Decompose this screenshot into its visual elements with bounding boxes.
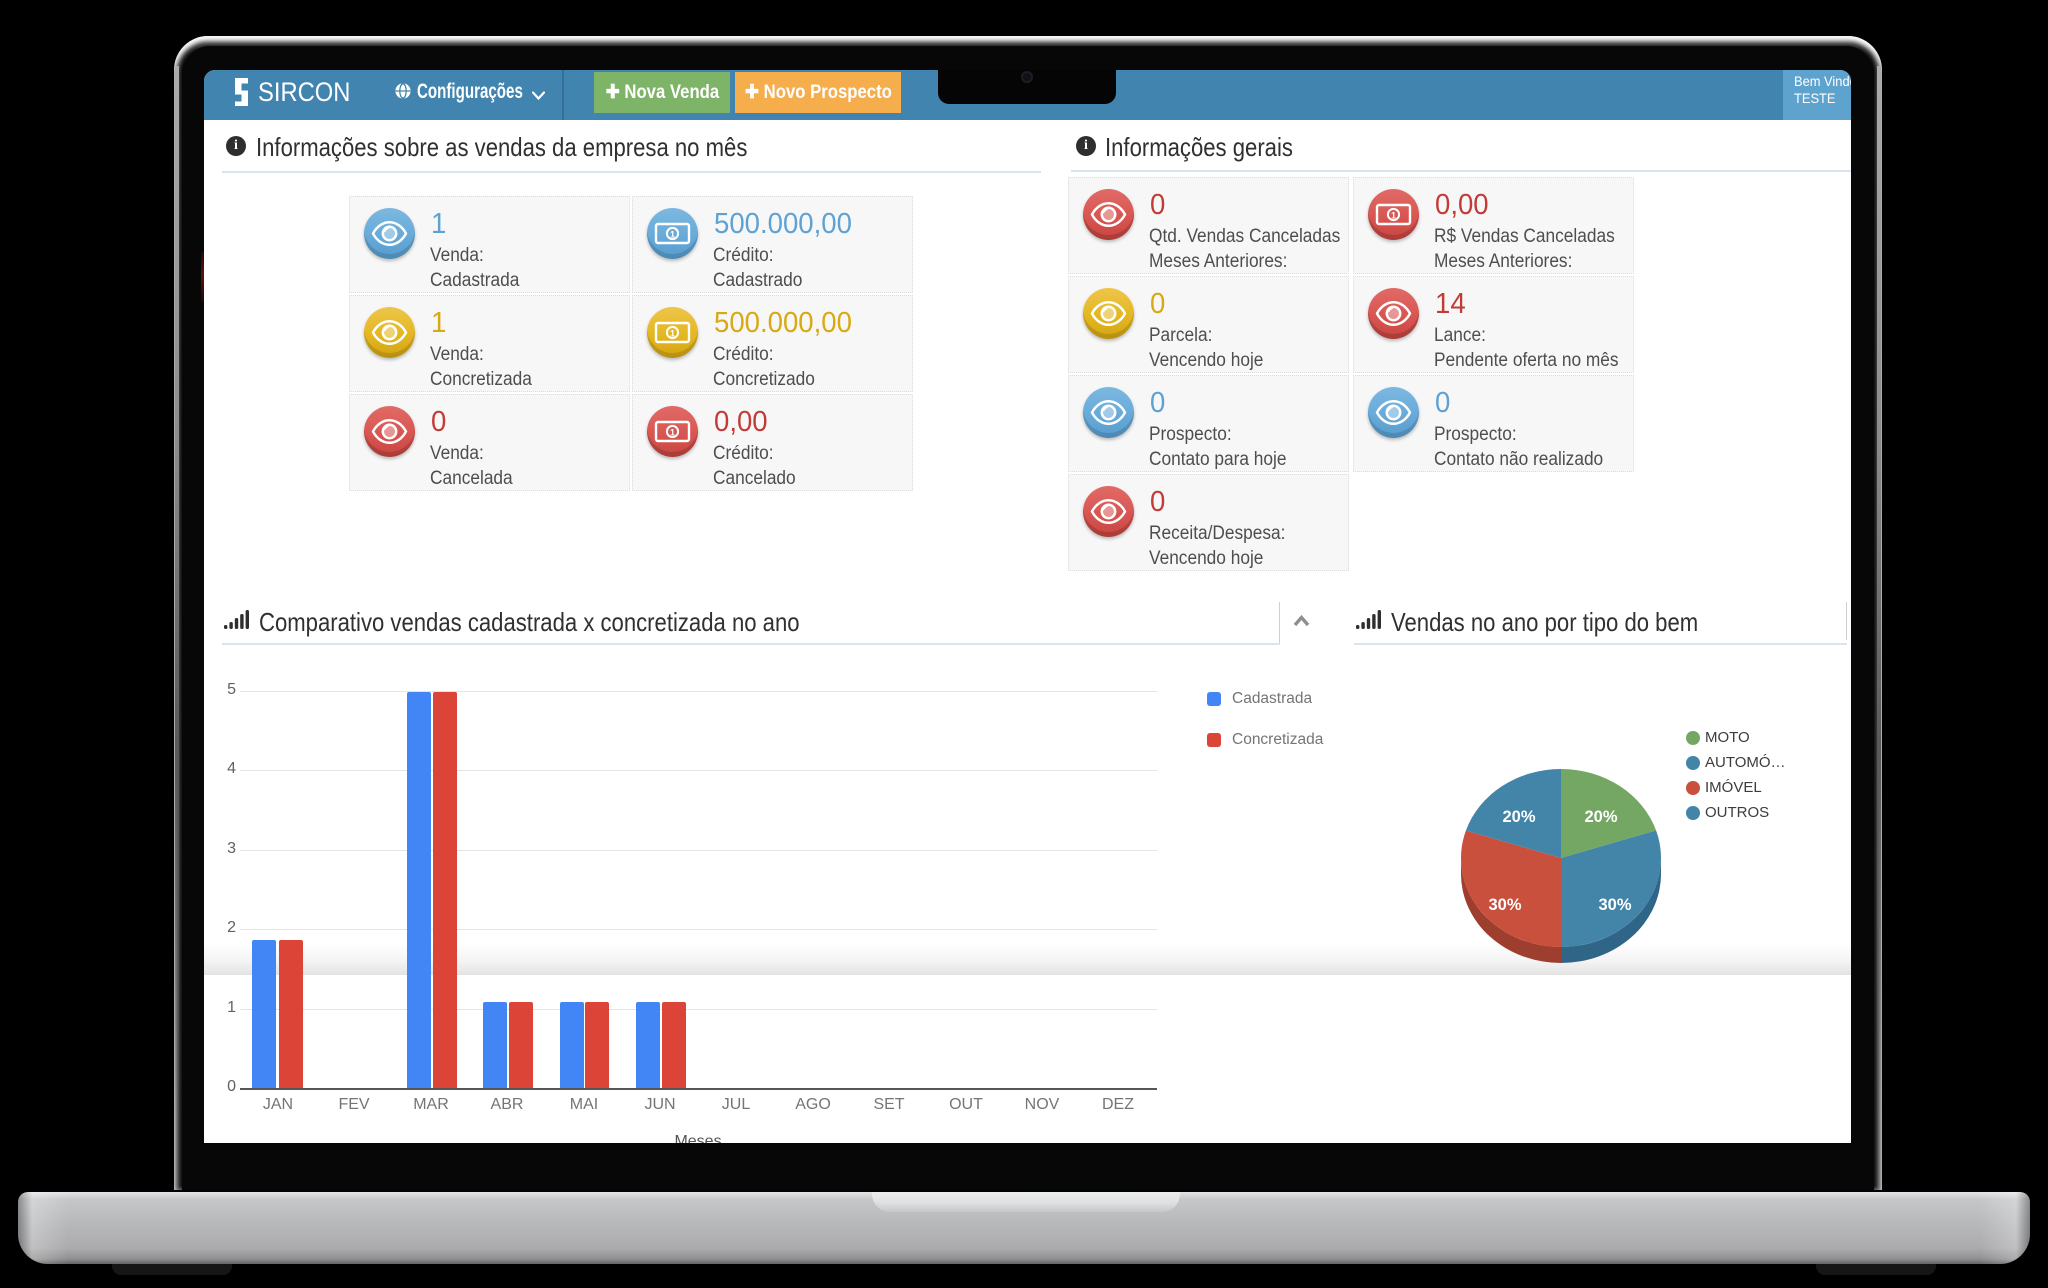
svg-text:20%: 20%	[1502, 808, 1535, 826]
svg-text:1: 1	[670, 329, 675, 339]
svg-text:1: 1	[670, 428, 675, 438]
svg-text:30%: 30%	[1598, 896, 1631, 914]
svg-text:1: 1	[1391, 211, 1396, 221]
svg-text:30%: 30%	[1488, 896, 1521, 914]
svg-text:1: 1	[670, 230, 675, 240]
svg-text:20%: 20%	[1584, 808, 1617, 826]
